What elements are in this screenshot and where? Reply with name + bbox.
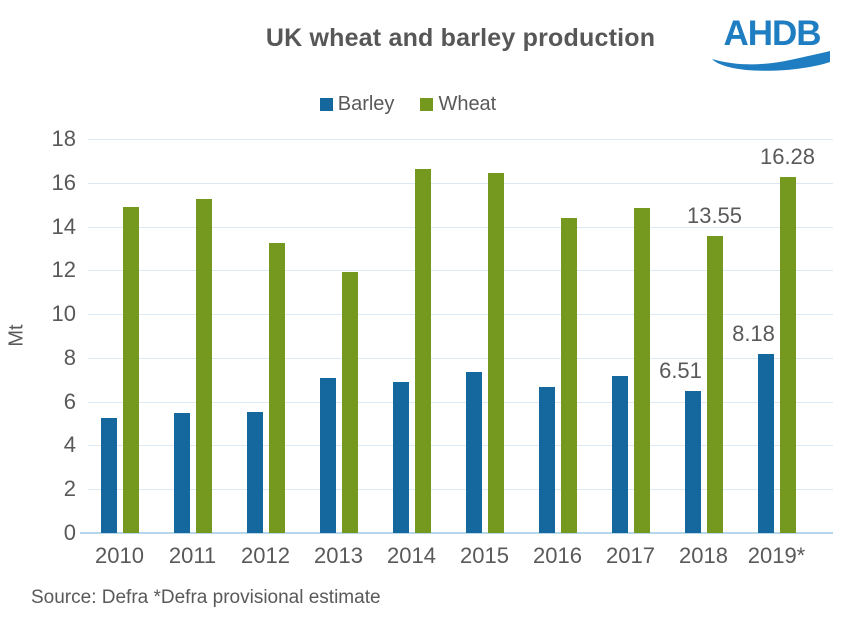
y-tick-label: 4 [63, 432, 76, 458]
gridline [88, 401, 833, 403]
bar-wheat-2014 [414, 169, 431, 533]
x-tick-label: 2015 [460, 543, 509, 568]
bar-wheat-2012 [268, 242, 285, 533]
bar-barley-2014 [392, 381, 409, 533]
bar-barley-2011 [173, 412, 190, 533]
bar-wheat-2015 [487, 173, 504, 533]
y-tick-label: 6 [63, 388, 76, 414]
legend-swatch-barley-icon [319, 98, 333, 111]
bar-value-label: 16.28 [759, 143, 816, 169]
y-tick-label: 14 [51, 213, 76, 239]
gridline [88, 489, 833, 491]
x-axis-line [80, 532, 833, 534]
gridline [88, 314, 833, 316]
bar-wheat-2018 [706, 236, 723, 533]
bar-wheat-2019 [779, 176, 796, 533]
y-tick-label: 10 [51, 301, 76, 327]
legend-item-barley: Barley [319, 93, 395, 116]
y-tick-label: 18 [51, 126, 76, 151]
bar-wheat-2017 [633, 208, 650, 533]
gridline [88, 182, 833, 184]
bar-barley-2012 [246, 412, 263, 533]
y-tick-label: 0 [63, 520, 76, 545]
bar-wheat-2013 [341, 272, 358, 533]
ahdb-logo-wave-icon [712, 51, 830, 71]
bar-barley-2010 [100, 418, 117, 533]
gridline [88, 270, 833, 272]
y-tick-label: 8 [63, 344, 76, 370]
legend-label-barley: Barley [337, 93, 395, 115]
x-tick-label: 2017 [606, 543, 655, 568]
ahdb-logo-text: AHDB [723, 14, 821, 53]
bar-barley-2019 [757, 353, 774, 533]
y-axis-tick-labels: 0 2 4 6 8 10 12 14 16 18 [0, 126, 76, 545]
bar-value-label: 8.18 [732, 320, 775, 346]
ahdb-logo: AHDB [712, 16, 832, 72]
legend-item-wheat: Wheat [420, 93, 496, 116]
x-tick-label: 2012 [241, 543, 290, 568]
x-tick-label: 2014 [387, 543, 436, 568]
bar-barley-2016 [538, 387, 555, 533]
bar-barley-2017 [611, 376, 628, 533]
plot-area: 6.51 13.55 8.18 16.28 [80, 139, 833, 534]
source-note: Source: Defra *Defra provisional estimat… [31, 587, 381, 608]
bar-value-label: 6.51 [659, 357, 702, 383]
legend-swatch-wheat-icon [420, 98, 434, 111]
bar-wheat-2011 [195, 198, 212, 533]
bar-barley-2013 [319, 377, 336, 533]
y-tick-label: 2 [63, 476, 76, 502]
x-tick-label: 2011 [168, 543, 217, 568]
gridline [88, 357, 833, 359]
x-tick-label: 2010 [95, 543, 144, 568]
x-tick-label: 2018 [679, 543, 728, 568]
bar-value-label: 13.55 [686, 203, 743, 229]
bar-wheat-2016 [560, 218, 577, 533]
gridline [88, 139, 833, 140]
chart-title: UK wheat and barley production [265, 24, 656, 52]
x-tick-label: 2019* [747, 543, 806, 568]
gridline [88, 226, 833, 228]
x-tick-label: 2013 [314, 543, 363, 568]
gridline [88, 445, 833, 447]
legend-label-wheat: Wheat [438, 93, 497, 115]
x-tick-label: 2016 [533, 543, 582, 568]
bar-wheat-2010 [122, 207, 139, 533]
bar-barley-2015 [465, 371, 482, 533]
bar-barley-2018 [684, 390, 701, 533]
y-tick-label: 12 [51, 257, 76, 283]
x-axis-tick-labels: 2010 2011 2012 2013 2014 2015 2016 2017 2018 2019… [88, 543, 833, 573]
chart-legend: Barley Wheat [88, 93, 728, 116]
y-tick-label: 16 [51, 169, 76, 195]
